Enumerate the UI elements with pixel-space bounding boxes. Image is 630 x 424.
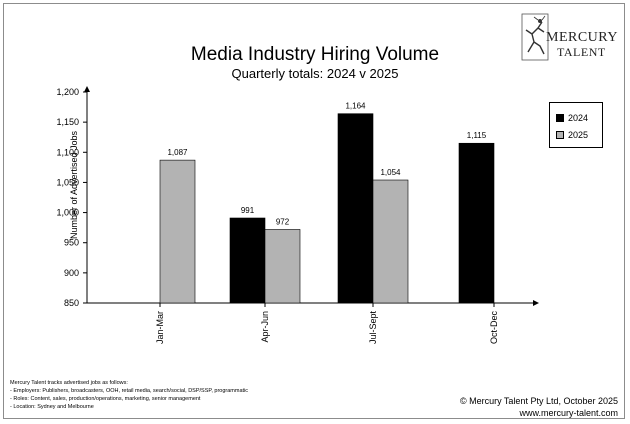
note-line-2: - Employers: Publishers, broadcasters, O…: [10, 388, 249, 394]
legend-item-2025: 2025: [556, 130, 588, 140]
y-axis-arrow: [84, 86, 90, 92]
chart-subtitle: Quarterly totals: 2024 v 2025: [231, 66, 399, 81]
y-tick-label: 1,100: [56, 147, 79, 157]
legend-swatch-2024: [556, 114, 564, 122]
mercury-figure-icon: [521, 13, 549, 61]
x-tick-label: Apr-Jun: [260, 311, 270, 343]
y-tick-label: 1,200: [56, 87, 79, 97]
data-label: 991: [241, 206, 255, 215]
bar-2025-jan-mar: [159, 159, 196, 304]
data-label: 1,164: [345, 102, 366, 111]
y-tick-label: 1,150: [56, 117, 79, 127]
legend-swatch-2025: [556, 131, 564, 139]
y-tick-label: 950: [64, 238, 79, 248]
logo-line1: MERCURY: [546, 30, 618, 45]
bar-2024-oct-dec: [458, 142, 495, 304]
data-label: 1,115: [467, 131, 487, 140]
chart-title: Media Industry Hiring Volume: [190, 44, 440, 65]
x-tick-label: Jul-Sept: [368, 311, 378, 345]
bar-2025-jul-sept: [372, 179, 409, 304]
note-line-3: - Roles: Content, sales, production/oper…: [10, 396, 201, 402]
legend-label-2024: 2024: [568, 113, 589, 123]
note-line-4: - Location: Sydney and Melbourne: [10, 404, 94, 410]
y-tick-label: 900: [64, 268, 79, 278]
y-tick-label: 1,050: [56, 177, 79, 187]
bar-2024-apr-jun: [229, 217, 266, 304]
footer-copyright: © Mercury Talent Pty Ltd, October 2025: [459, 396, 618, 406]
bar-2025-apr-jun: [264, 229, 301, 304]
x-tick-label: Oct-Dec: [489, 311, 499, 345]
data-label: 972: [276, 217, 290, 226]
x-tick-label: Jan-Mar: [155, 311, 165, 344]
footer-url: www.mercury-talent.com: [519, 408, 618, 418]
data-label: 1,054: [380, 168, 401, 177]
y-tick-label: 850: [64, 298, 79, 308]
logo-line2: TALENT: [557, 45, 606, 59]
y-tick-label: 1,000: [56, 208, 79, 218]
legend-label-2025: 2025: [568, 130, 589, 140]
legend: 2024 2025: [549, 102, 603, 148]
bar-2024-jul-sept: [337, 113, 374, 304]
data-label: 1,087: [167, 148, 188, 157]
chart-frame: [3, 3, 625, 419]
note-line-1: Mercury Talent tracks advertised jobs as…: [10, 380, 128, 386]
legend-item-2024: 2024: [556, 113, 588, 123]
x-axis-arrow: [533, 300, 539, 306]
